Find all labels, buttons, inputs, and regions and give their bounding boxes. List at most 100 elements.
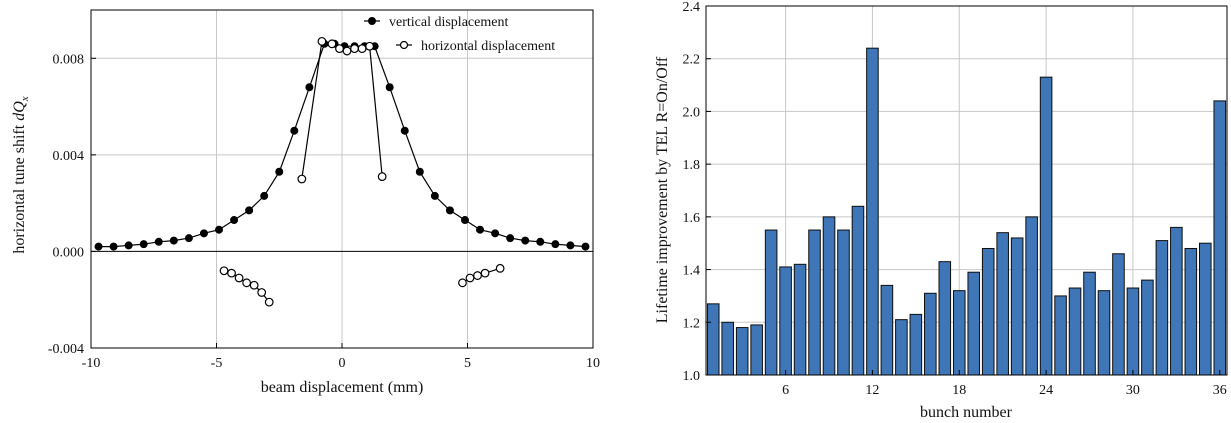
data-point-horizontal — [264, 297, 274, 307]
legend-label-vertical: vertical displacement — [389, 15, 508, 30]
legend-label-horizontal: horizontal displacement — [421, 39, 555, 54]
bar-bunch-7 — [793, 263, 807, 376]
bar-bunch-22 — [1010, 237, 1024, 376]
data-point-vertical — [491, 229, 500, 238]
right-y-tick-label: 1.4 — [683, 264, 701, 279]
legend-marker-horizontal — [399, 40, 409, 50]
data-point-vertical — [124, 241, 133, 250]
data-point-horizontal — [357, 44, 367, 54]
data-point-vertical — [275, 167, 284, 176]
data-point-horizontal — [365, 41, 375, 51]
bar-bunch-30 — [1126, 287, 1140, 376]
right-x-tick-label: 6 — [782, 383, 789, 398]
right-x-tick-label: 18 — [952, 383, 966, 398]
data-point-horizontal — [342, 46, 352, 56]
data-point-horizontal — [480, 268, 490, 278]
data-point-vertical — [139, 240, 148, 249]
left-x-tick-label: 5 — [464, 356, 471, 371]
bar-bunch-18 — [952, 290, 966, 376]
bar-bunch-28 — [1097, 290, 1111, 376]
right-y-axis-label: Lifetime improvement by TEL R=On/Off — [654, 56, 671, 323]
bar-bunch-10 — [837, 229, 850, 376]
legend-marker-vertical — [368, 17, 376, 25]
data-point-vertical — [169, 236, 178, 245]
right-y-tick-label: 2.0 — [683, 105, 701, 120]
data-point-vertical — [415, 167, 424, 176]
bar-bunch-17 — [938, 261, 952, 376]
bar-bunch-19 — [967, 271, 981, 376]
bar-bunch-29 — [1112, 253, 1125, 376]
left-y-axis-label-symbol: dQ — [11, 101, 28, 121]
data-point-horizontal — [327, 39, 337, 49]
right-y-tick-label: 1.2 — [683, 316, 701, 331]
lifetime-bar-chart: 1.0 1.2 1.4 1.6 1.8 2.0 2.2 2.4 6 12 18 24 30 36 bunc… — [654, 0, 1228, 421]
data-point-horizontal — [350, 44, 359, 54]
data-point-vertical — [230, 216, 239, 225]
bar-bunch-31 — [1141, 279, 1154, 376]
bar-bunch-24 — [1039, 76, 1053, 376]
bar-bunch-9 — [822, 216, 836, 376]
data-point-vertical — [290, 126, 299, 135]
bar-bunch-27 — [1083, 271, 1096, 376]
data-point-horizontal — [242, 278, 252, 288]
bars — [706, 47, 1227, 376]
left-y-axis-label: horizontal tune shift dQx — [11, 96, 31, 253]
data-point-vertical — [460, 216, 469, 225]
bar-bunch-11 — [851, 205, 865, 376]
left-ticks: -10 -5 0 5 10 -0.004 0.000 0.004 0.008 — [48, 52, 600, 371]
data-point-horizontal — [495, 263, 505, 273]
left-x-tick-label: 10 — [586, 356, 600, 371]
left-y-axis-label-main: horizontal tune shift — [11, 121, 28, 254]
bar-bunch-15 — [909, 313, 923, 376]
data-point-vertical — [400, 126, 409, 135]
left-grid — [91, 10, 593, 348]
bar-bunch-36 — [1213, 100, 1227, 376]
right-x-tick-label: 24 — [1039, 383, 1053, 398]
data-point-vertical — [305, 83, 314, 92]
data-point-vertical — [536, 237, 545, 246]
data-point-horizontal — [377, 172, 387, 181]
bar-bunch-6 — [779, 266, 792, 376]
legend: vertical displacement horizontal displac… — [364, 15, 555, 54]
left-y-tick-label: 0.004 — [53, 149, 85, 164]
data-point-vertical — [521, 236, 530, 245]
data-point-vertical — [551, 240, 560, 249]
left-x-axis-label: beam displacement (mm) — [261, 379, 424, 396]
right-x-axis-label: bunch number — [920, 404, 1013, 421]
data-point-vertical — [506, 234, 515, 243]
right-y-tick-label: 1.6 — [683, 211, 701, 226]
left-x-tick-label: -10 — [82, 356, 101, 371]
data-point-vertical — [154, 237, 163, 246]
right-plot-frame — [705, 5, 1228, 376]
right-y-tick-label: 1.8 — [683, 158, 701, 173]
bar-bunch-32 — [1155, 240, 1169, 376]
right-y-tick-label: 1.0 — [683, 369, 701, 384]
left-y-axis-label-subscript: x — [19, 96, 31, 102]
left-y-tick-label: 0.000 — [53, 245, 85, 260]
data-point-vertical — [199, 229, 208, 238]
right-y-tick-label: 2.2 — [683, 53, 701, 68]
data-point-horizontal — [335, 44, 344, 54]
bar-bunch-13 — [880, 284, 894, 376]
data-point-horizontal — [257, 288, 267, 297]
data-point-horizontal — [249, 280, 259, 290]
data-point-horizontal — [234, 273, 244, 283]
left-y-tick-label: -0.004 — [48, 342, 84, 357]
data-point-vertical — [109, 242, 118, 251]
data-point-horizontal — [227, 268, 236, 278]
data-point-horizontal — [465, 273, 475, 283]
data-point-horizontal — [473, 271, 482, 280]
right-y-tick-label: 2.4 — [683, 0, 701, 15]
data-point-vertical — [566, 241, 575, 250]
bar-bunch-8 — [808, 229, 821, 376]
bar-bunch-5 — [764, 229, 778, 376]
right-x-tick-label: 30 — [1126, 383, 1140, 398]
bar-bunch-33 — [1170, 226, 1183, 376]
left-series-layer — [94, 36, 590, 307]
left-x-tick-label: 0 — [339, 356, 346, 371]
data-point-horizontal — [458, 278, 467, 288]
data-point-vertical — [581, 242, 590, 251]
data-point-vertical — [94, 242, 103, 251]
right-ticks: 1.0 1.2 1.4 1.6 1.8 2.0 2.2 2.4 6 12 18 24 30 36 — [683, 0, 1227, 398]
